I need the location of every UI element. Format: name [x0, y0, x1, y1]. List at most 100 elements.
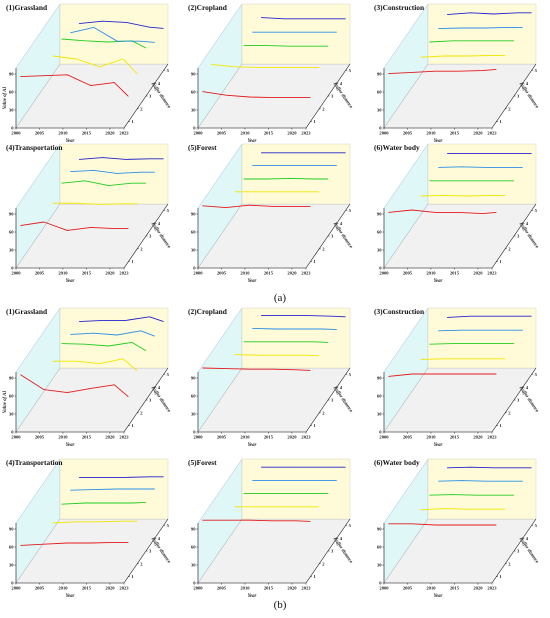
z-tick-label: 5 [349, 68, 352, 73]
z-tick-label: 5 [349, 208, 352, 213]
x-tick-label: 2005 [217, 271, 227, 276]
y-tick-label: 90 [377, 376, 382, 381]
x-tick-label: 2005 [403, 435, 413, 440]
series-line-buffer-1 [20, 221, 129, 231]
y-tick-label: 0 [11, 581, 14, 586]
y-tick-label: 60 [377, 230, 382, 235]
y-tick-label: 30 [191, 412, 196, 417]
z-tick-label: 1 [499, 423, 502, 428]
series-line-buffer-3 [61, 180, 146, 187]
x-tick-label: 2015 [450, 131, 460, 136]
series-line-buffer-4 [438, 480, 523, 482]
series-line-buffer-2 [420, 358, 506, 360]
y-tick-label: 0 [193, 581, 196, 586]
series-line-buffer-1 [388, 373, 497, 377]
z-tick-label: 4 [158, 385, 161, 390]
x-tick-label: 2010 [240, 131, 250, 136]
panel-title: (2)Cropland [188, 307, 228, 316]
x-tick-label: 2000 [379, 131, 389, 136]
z-tick-label: 1 [131, 259, 134, 264]
y-tick-label: 90 [191, 72, 196, 77]
x-tick-label: 2023 [301, 131, 311, 136]
series-line-buffer-2 [420, 194, 506, 197]
z-tick-label: 3 [517, 94, 520, 99]
sub-figure-label-a: (a) [274, 292, 287, 304]
z-tick-label: 4 [340, 81, 343, 86]
chart-panel-2: (2)Cropland 2000 2005 2010 2015 2020 2023 Year 0… [188, 3, 354, 144]
x-tick-label: 2015 [450, 271, 460, 276]
z-tick-label: 1 [131, 119, 134, 124]
y-tick-label: 90 [377, 212, 382, 217]
x-axis-label: Year [66, 279, 75, 284]
x-axis-label: Year [434, 279, 443, 284]
back-wall [241, 3, 351, 65]
y-tick-label: 60 [9, 230, 14, 235]
panel-title: (6)Water body [374, 143, 420, 152]
z-tick-label: 4 [526, 221, 529, 226]
x-tick-label: 2020 [105, 131, 115, 136]
x-tick-label: 2020 [287, 435, 297, 440]
z-tick-label: 1 [313, 574, 316, 579]
series-line-buffer-3 [429, 40, 514, 43]
x-axis-label: Year [66, 443, 75, 448]
x-tick-label: 2000 [193, 131, 203, 136]
z-tick-label: 3 [149, 549, 152, 554]
series-line-buffer-1 [20, 374, 129, 398]
x-tick-label: 2023 [487, 131, 497, 136]
x-tick-label: 2023 [119, 271, 129, 276]
panel-title: (5)Forest [188, 143, 217, 152]
y-tick-label: 60 [191, 230, 196, 235]
series-line-buffer-3 [61, 38, 147, 49]
y-tick-label: 0 [379, 266, 382, 271]
series-line-buffer-5 [261, 17, 346, 20]
series-line-buffer-5 [79, 20, 164, 29]
series-line-buffer-3 [243, 177, 328, 180]
x-tick-label: 2023 [301, 271, 311, 276]
z-tick-label: 5 [535, 372, 538, 377]
z-axis-label: Buffer distance [517, 81, 539, 110]
series-line-buffer-4 [70, 488, 155, 491]
y-tick-label: 0 [193, 126, 196, 131]
x-tick-label: 2020 [287, 131, 297, 136]
x-tick-label: 2010 [426, 131, 436, 136]
panel-title: (6)Water body [374, 458, 420, 467]
series-line-buffer-1 [388, 209, 497, 215]
z-tick-label: 4 [158, 221, 161, 226]
y-tick-label: 90 [191, 527, 196, 532]
series-line-buffer-4 [70, 330, 155, 337]
z-tick-label: 3 [331, 234, 334, 239]
x-axis-label: Year [248, 594, 257, 599]
y-tick-label: 0 [379, 581, 382, 586]
x-tick-label: 2020 [473, 271, 483, 276]
series-line-buffer-1 [202, 91, 311, 99]
z-tick-label: 5 [167, 68, 170, 73]
x-axis-label: Year [66, 594, 75, 599]
y-tick-label: 90 [9, 212, 14, 217]
z-tick-label: 1 [131, 423, 134, 428]
x-tick-label: 2000 [11, 131, 21, 136]
series-line-buffer-5 [79, 157, 164, 160]
x-tick-label: 2015 [264, 271, 274, 276]
x-tick-label: 2005 [403, 131, 413, 136]
y-tick-label: 60 [191, 394, 196, 399]
z-axis-label: Buffer distance [149, 221, 171, 250]
x-tick-label: 2010 [240, 271, 250, 276]
x-tick-label: 2010 [426, 586, 436, 591]
x-tick-label: 2020 [105, 586, 115, 591]
series-line-buffer-2 [52, 202, 138, 205]
panel-title: (2)Cropland [188, 3, 228, 12]
back-wall [427, 143, 537, 205]
z-tick-label: 4 [526, 385, 529, 390]
x-tick-label: 2005 [403, 586, 413, 591]
x-axis-label: Year [248, 139, 257, 144]
z-tick-label: 3 [331, 94, 334, 99]
y-tick-label: 30 [377, 563, 382, 568]
y-tick-label: 30 [9, 563, 14, 568]
z-axis-label: Buffer distance [517, 536, 539, 565]
series-line-buffer-5 [261, 315, 346, 318]
z-tick-label: 2 [508, 561, 511, 566]
x-tick-label: 2020 [473, 131, 483, 136]
z-tick-label: 3 [149, 234, 152, 239]
